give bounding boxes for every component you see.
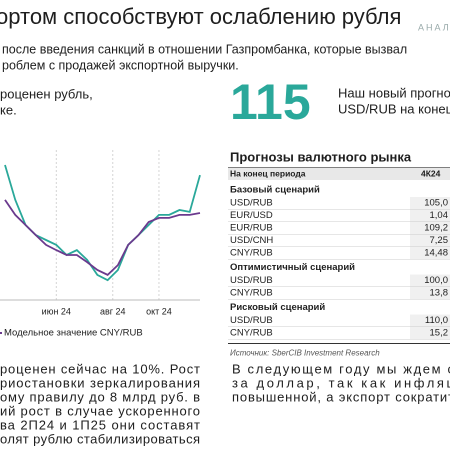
table-cell: CNY/RUB <box>230 328 273 339</box>
data-line <box>4 164 201 282</box>
left-text-line: ке. <box>0 102 17 117</box>
table-cell: 109,2 <box>424 223 448 234</box>
table-cell: 1,04 <box>430 210 449 221</box>
table-cell: 13,8 <box>430 288 449 299</box>
body-line: за доллар, так как инфляц <box>232 375 450 390</box>
legend-label: Модельное значение CNY/RUB <box>4 328 143 339</box>
table-cell: USD/CNH <box>230 235 273 246</box>
table-header: 4К24 <box>421 168 441 178</box>
table-cell: CNY/RUB <box>230 288 273 299</box>
table-section: Рисковый сценарий <box>230 302 325 313</box>
page-title: ортом способствуют ослаблению рубля <box>0 4 401 29</box>
intro-line: после введения санкций в отношении Газпр… <box>2 42 407 56</box>
table-cell: EUR/RUB <box>230 223 273 234</box>
left-text-line: роценен рубль, <box>0 86 93 101</box>
table-cell: USD/RUB <box>230 275 273 286</box>
body-line: риостановки зеркалирования <box>0 375 200 390</box>
body-line: ва 2П24 и 1П25 они составят <box>0 417 200 432</box>
table-cell: 14,48 <box>424 248 448 259</box>
body-line: ому правилу до 8 млрд руб. в <box>0 389 200 404</box>
table-cell: USD/RUB <box>230 315 273 326</box>
data-line <box>4 199 201 276</box>
table-source: Источник: SberCIB Investment Research <box>230 349 380 358</box>
x-tick-label: окт 24 <box>146 306 172 316</box>
table-header: На конец периода <box>230 168 306 178</box>
table-title: Прогнозы валютного рынка <box>230 149 412 164</box>
table-section: Оптимистичный сценарий <box>230 262 355 273</box>
table-cell: EUR/USD <box>230 210 273 221</box>
body-line: В следующем году мы ждем с <box>232 361 450 376</box>
table-cell: CNY/RUB <box>230 248 273 259</box>
forecast-value: 115 <box>230 74 311 130</box>
body-line: роценен сейчас на 10%. Рост <box>0 361 200 376</box>
table-cell: 15,2 <box>430 328 449 339</box>
forecast-text: USD/RUB на конец <box>338 101 450 116</box>
x-tick-label: авг 24 <box>100 306 126 316</box>
table-cell: 7,25 <box>430 235 449 246</box>
table-value-bg <box>410 197 450 260</box>
table-cell: 100,0 <box>424 275 448 286</box>
body-line: ий рост в случае ускоренного <box>0 403 200 418</box>
table-header-bg <box>228 168 450 180</box>
table-cell: 110,0 <box>425 315 448 326</box>
table-section: Базовый сценарий <box>230 185 320 196</box>
forecast-text: Наш новый прогноз <box>338 85 450 100</box>
intro-line: роблем с продажей экспортной выручки. <box>2 58 239 72</box>
table-cell: USD/RUB <box>230 198 273 209</box>
x-tick-label: июн 24 <box>42 306 71 316</box>
body-line: повышенной, а экспорт сократит <box>232 389 450 404</box>
table-cell: 105,0 <box>424 198 448 209</box>
section-tag: АНАЛ <box>418 22 450 32</box>
body-line: олят рублю стабилизироваться <box>0 431 200 446</box>
